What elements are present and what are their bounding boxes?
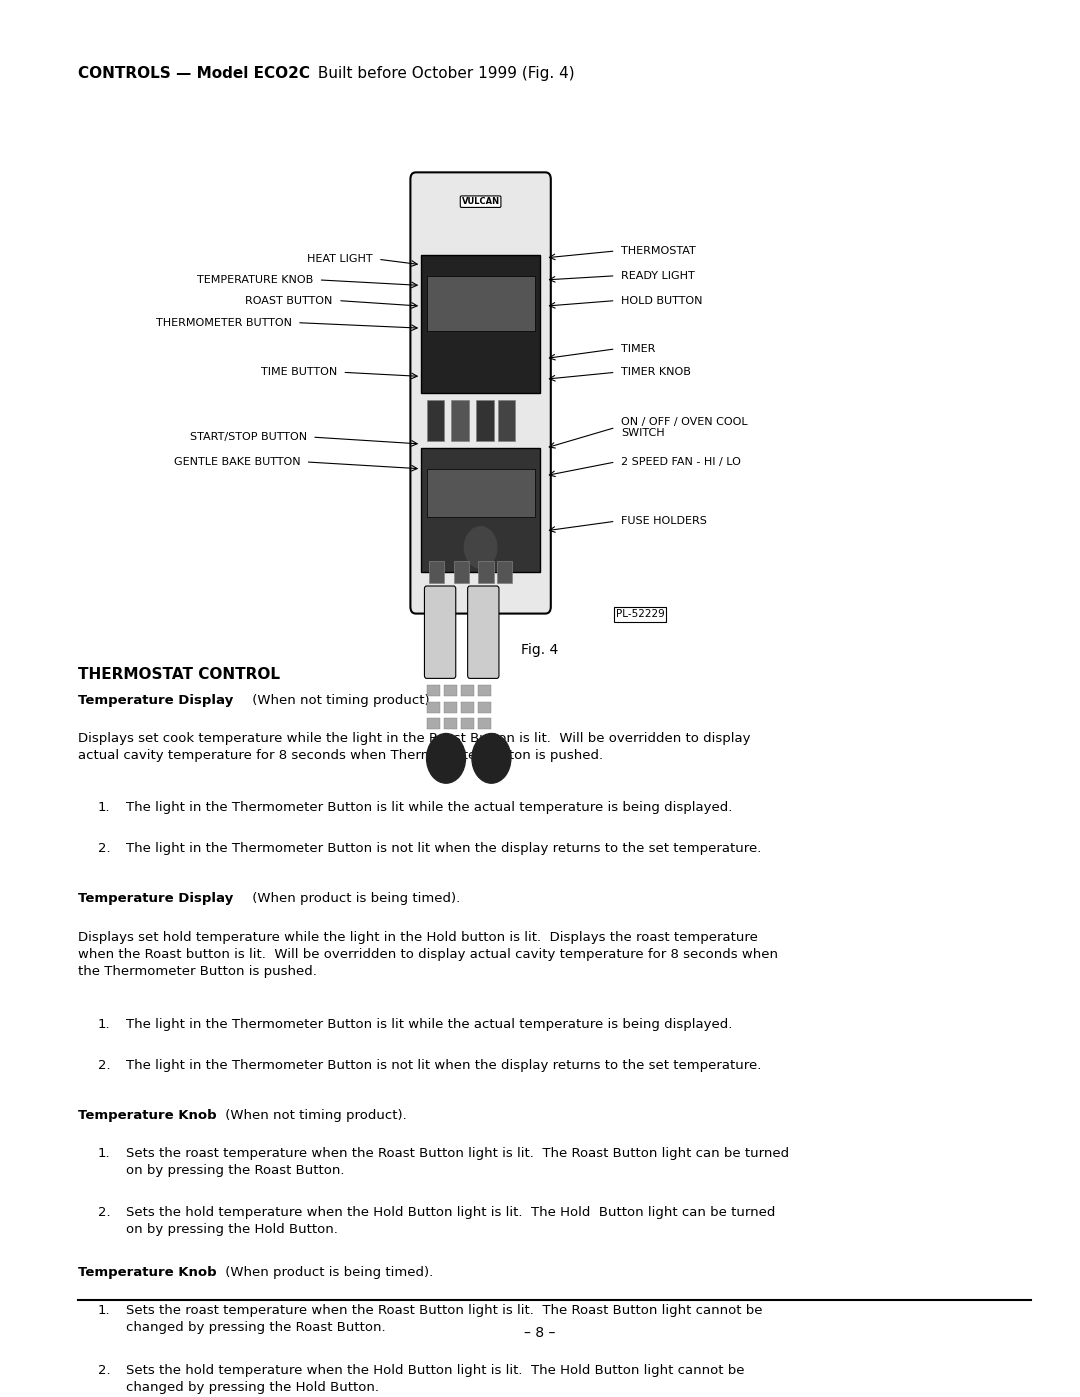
- Text: – 8 –: – 8 –: [524, 1326, 556, 1341]
- Bar: [476, 400, 494, 441]
- Text: Temperature Knob: Temperature Knob: [78, 1266, 216, 1278]
- Text: HOLD BUTTON: HOLD BUTTON: [621, 296, 702, 306]
- Bar: [421, 256, 540, 393]
- Text: The light in the Thermometer Button is not lit when the display returns to the s: The light in the Thermometer Button is n…: [126, 1059, 761, 1071]
- Text: (When not timing product).: (When not timing product).: [248, 693, 434, 707]
- Bar: [427, 686, 440, 696]
- Text: GENTLE BAKE BUTTON: GENTLE BAKE BUTTON: [174, 457, 300, 467]
- FancyBboxPatch shape: [468, 585, 499, 679]
- Text: 2.: 2.: [97, 1059, 110, 1071]
- Text: THERMOMETER BUTTON: THERMOMETER BUTTON: [156, 317, 292, 328]
- Text: 1.: 1.: [97, 1017, 110, 1031]
- Text: Sets the roast temperature when the Roast Button light is lit.  The Roast Button: Sets the roast temperature when the Roas…: [126, 1305, 762, 1334]
- Bar: [461, 701, 474, 712]
- Text: (When product is being timed).: (When product is being timed).: [248, 893, 461, 905]
- Text: (When product is being timed).: (When product is being timed).: [221, 1266, 434, 1278]
- Text: HEAT LIGHT: HEAT LIGHT: [307, 254, 373, 264]
- Text: TIME BUTTON: TIME BUTTON: [260, 367, 337, 377]
- Bar: [444, 686, 457, 696]
- Text: Temperature Display: Temperature Display: [78, 893, 233, 905]
- FancyBboxPatch shape: [424, 585, 456, 679]
- Text: 1.: 1.: [97, 1305, 110, 1317]
- Text: 2.: 2.: [97, 842, 110, 855]
- Text: ON / OFF / OVEN COOL
SWITCH: ON / OFF / OVEN COOL SWITCH: [621, 416, 747, 439]
- Bar: [427, 701, 440, 712]
- Bar: [427, 469, 535, 517]
- Bar: [427, 718, 440, 729]
- Text: 1.: 1.: [97, 800, 110, 814]
- Text: The light in the Thermometer Button is lit while the actual temperature is being: The light in the Thermometer Button is l…: [126, 800, 732, 814]
- Text: 2 SPEED FAN - HI / LO: 2 SPEED FAN - HI / LO: [621, 457, 741, 467]
- Text: START/STOP BUTTON: START/STOP BUTTON: [190, 432, 307, 441]
- Bar: [478, 718, 491, 729]
- Bar: [461, 718, 474, 729]
- Bar: [461, 686, 474, 696]
- Text: ROAST BUTTON: ROAST BUTTON: [245, 296, 333, 306]
- Text: Displays set hold temperature while the light in the Hold button is lit.  Displa: Displays set hold temperature while the …: [78, 930, 778, 978]
- Bar: [478, 562, 494, 583]
- Text: 2.: 2.: [97, 1363, 110, 1376]
- Text: CONTROLS — Model ECO2C: CONTROLS — Model ECO2C: [78, 66, 310, 81]
- Text: Sets the hold temperature when the Hold Button light is lit.  The Hold  Button l: Sets the hold temperature when the Hold …: [126, 1207, 775, 1236]
- Bar: [451, 400, 469, 441]
- Bar: [454, 562, 469, 583]
- Bar: [427, 400, 444, 441]
- Text: Sets the hold temperature when the Hold Button light is lit.  The Hold Button li: Sets the hold temperature when the Hold …: [126, 1363, 745, 1394]
- Circle shape: [427, 733, 465, 784]
- Text: Sets the roast temperature when the Roast Button light is lit.  The Roast Button: Sets the roast temperature when the Roas…: [126, 1147, 789, 1178]
- Text: Temperature Display: Temperature Display: [78, 693, 233, 707]
- Bar: [478, 686, 491, 696]
- Bar: [444, 718, 457, 729]
- Text: TIMER: TIMER: [621, 344, 656, 353]
- Bar: [427, 275, 535, 331]
- Bar: [429, 562, 444, 583]
- Text: Displays set cook temperature while the light in the Roast Button is lit.  Will : Displays set cook temperature while the …: [78, 732, 751, 763]
- Text: TIMER KNOB: TIMER KNOB: [621, 367, 691, 377]
- Text: 1.: 1.: [97, 1147, 110, 1160]
- Text: Fig. 4: Fig. 4: [522, 643, 558, 657]
- Bar: [478, 701, 491, 712]
- Text: THERMOSTAT CONTROL: THERMOSTAT CONTROL: [78, 668, 280, 682]
- Bar: [421, 448, 540, 573]
- Bar: [498, 400, 515, 441]
- Text: TEMPERATURE KNOB: TEMPERATURE KNOB: [197, 275, 313, 285]
- Text: FUSE HOLDERS: FUSE HOLDERS: [621, 517, 707, 527]
- Text: The light in the Thermometer Button is lit while the actual temperature is being: The light in the Thermometer Button is l…: [126, 1017, 732, 1031]
- Text: READY LIGHT: READY LIGHT: [621, 271, 694, 281]
- Text: PL-52229: PL-52229: [616, 609, 664, 619]
- Text: Built before October 1999 (Fig. 4): Built before October 1999 (Fig. 4): [313, 66, 575, 81]
- Text: THERMOSTAT: THERMOSTAT: [621, 246, 696, 256]
- Circle shape: [472, 733, 511, 784]
- Bar: [497, 562, 512, 583]
- Circle shape: [464, 527, 497, 569]
- Bar: [444, 701, 457, 712]
- Text: Temperature Knob: Temperature Knob: [78, 1109, 216, 1122]
- Text: (When not timing product).: (When not timing product).: [221, 1109, 407, 1122]
- Text: VULCAN: VULCAN: [461, 197, 500, 207]
- FancyBboxPatch shape: [410, 172, 551, 613]
- Text: 2.: 2.: [97, 1207, 110, 1220]
- Text: The light in the Thermometer Button is not lit when the display returns to the s: The light in the Thermometer Button is n…: [126, 842, 761, 855]
